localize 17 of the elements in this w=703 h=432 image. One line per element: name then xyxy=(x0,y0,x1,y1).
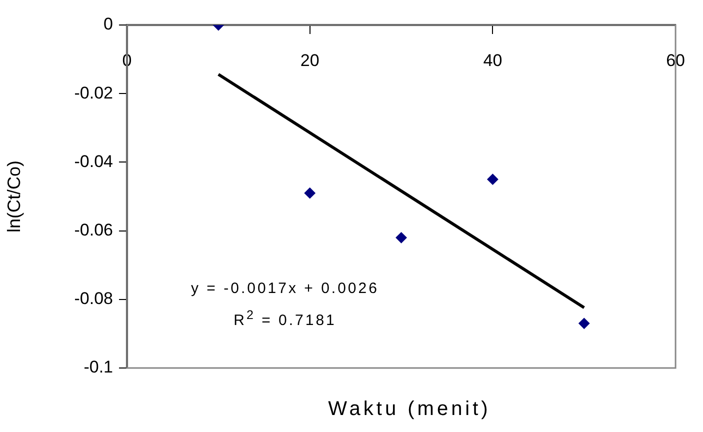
point xyxy=(304,188,316,199)
point xyxy=(487,174,498,185)
point xyxy=(578,318,590,329)
point xyxy=(396,232,407,244)
y-tick-label: 0 xyxy=(104,14,113,34)
y-axis-title: ln(Ct/Co) xyxy=(4,160,24,233)
x-tick-label: 40 xyxy=(483,50,502,70)
y-tick-label: -0.06 xyxy=(74,220,113,240)
y-tick-label: -0.02 xyxy=(74,83,113,102)
x-tick-label: 20 xyxy=(300,50,320,70)
annotation: R$^{2}$ = 0.7181 xyxy=(232,307,338,331)
annotation: y = -0.0017x + 0.0026 xyxy=(190,279,380,299)
y-tick-label: -0.1 xyxy=(84,358,113,377)
x-tick-label: 60 xyxy=(666,50,686,70)
y-tick-label: -0.04 xyxy=(74,152,113,171)
x-axis-title: Waktu (menit) xyxy=(327,398,492,421)
y-tick-label: -0.08 xyxy=(74,289,113,308)
